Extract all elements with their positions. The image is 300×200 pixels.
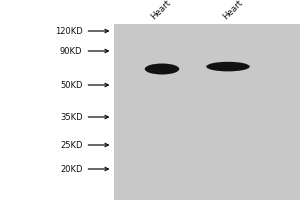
Ellipse shape xyxy=(206,62,250,71)
Bar xyxy=(114,24,300,200)
Text: 50KD: 50KD xyxy=(60,81,82,90)
Text: Heart: Heart xyxy=(150,0,173,21)
Text: 90KD: 90KD xyxy=(60,46,82,55)
Text: Heart: Heart xyxy=(222,0,245,21)
Text: 20KD: 20KD xyxy=(60,164,82,173)
Text: 25KD: 25KD xyxy=(60,140,82,149)
Text: 35KD: 35KD xyxy=(60,112,82,121)
Text: 120KD: 120KD xyxy=(55,26,83,36)
Ellipse shape xyxy=(145,64,179,74)
